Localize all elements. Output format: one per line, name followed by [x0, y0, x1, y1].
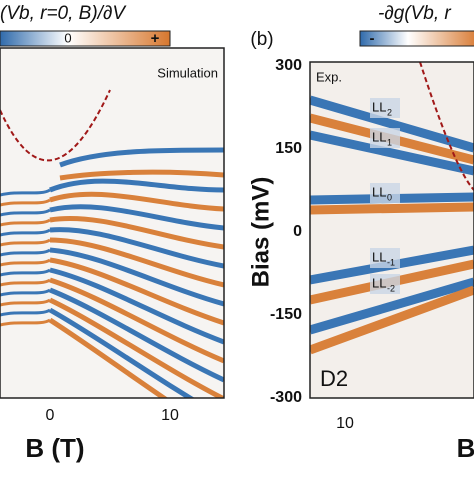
x-tick-label: 0 — [46, 407, 55, 424]
sample-label: D2 — [320, 366, 348, 391]
level-subscript: -1 — [387, 257, 395, 267]
level-subscript: 1 — [387, 137, 392, 147]
colorbar — [0, 30, 171, 47]
right-title: -∂g(Vb, r — [378, 3, 451, 24]
label-box — [370, 98, 400, 118]
panel-letter: (b) — [250, 29, 273, 50]
y-tick-label: 0 — [293, 223, 302, 240]
x-axis-label: B — [457, 433, 474, 463]
y-tick-label: -150 — [270, 306, 302, 323]
level-subscript: -2 — [387, 283, 395, 293]
left-title: (Vb, r=0, B)/∂V — [0, 3, 127, 24]
level-subscript: 0 — [387, 192, 392, 202]
heatmap — [0, 48, 224, 398]
label-box — [370, 128, 400, 148]
colorbar — [359, 30, 474, 47]
level-label: LL — [372, 129, 386, 144]
y-tick-label: -300 — [270, 389, 302, 406]
colorbar-label: - — [370, 30, 375, 47]
colorbar-label: + — [151, 30, 160, 47]
level-label: LL — [372, 184, 386, 199]
level-label: LL — [372, 275, 386, 290]
panel-tag: Simulation — [157, 65, 218, 80]
x-tick-label: 10 — [161, 407, 179, 424]
x-tick-label: 10 — [336, 415, 354, 432]
y-tick-label: 300 — [275, 57, 302, 74]
level-label: LL — [372, 99, 386, 114]
colorbar-label: 0 — [64, 30, 71, 45]
panel-tag: Exp. — [316, 69, 342, 84]
label-box — [370, 274, 400, 294]
y-tick-label: 150 — [275, 140, 302, 157]
label-box — [370, 183, 400, 203]
x-axis-label: B (T) — [25, 433, 84, 463]
level-subscript: 2 — [387, 107, 392, 117]
label-box — [370, 248, 400, 268]
y-axis-label: Bias (mV) — [247, 177, 274, 288]
level-label: LL — [372, 249, 386, 264]
